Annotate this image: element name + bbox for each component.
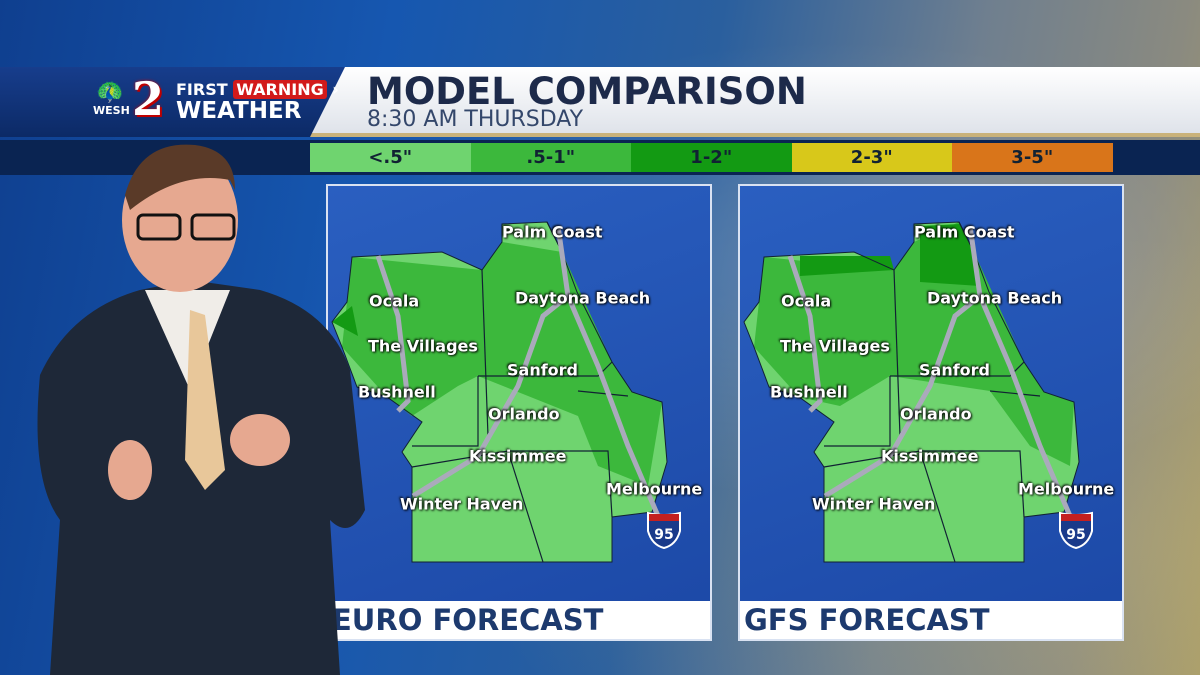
logo-station: WESH — [93, 104, 130, 117]
rainfall-map — [331, 221, 668, 563]
city-label: Palm Coast — [914, 222, 1015, 242]
shield-number: 95 — [1066, 527, 1085, 543]
shield-number: 95 — [654, 527, 673, 543]
city-label: Bushnell — [358, 382, 436, 402]
city-label: The Villages — [368, 336, 478, 356]
logo-channel: 2 — [132, 72, 165, 126]
city-label: Daytona Beach — [927, 288, 1063, 308]
county-border — [411, 450, 544, 563]
interstate-shield-icon: 95 — [1058, 511, 1094, 549]
logo-warning: WARNING — [233, 80, 327, 99]
city-label: Winter Haven — [400, 494, 524, 514]
city-label: Orlando — [900, 404, 972, 424]
title-banner — [310, 67, 1200, 137]
county-border — [508, 450, 613, 518]
county-border — [481, 269, 489, 437]
presenter — [37, 144, 365, 675]
city-label: Sanford — [507, 360, 579, 380]
logo-first-warning: FIRST WARNING › — [176, 80, 339, 99]
interstate-4 — [823, 294, 982, 499]
legend-item: 1-2" — [631, 143, 792, 172]
county-border — [478, 361, 613, 377]
interstate-95 — [555, 225, 661, 517]
county-border — [577, 390, 629, 397]
city-label: Orlando — [488, 404, 560, 424]
city-label: Sanford — [919, 360, 991, 380]
gfs-map-panel: Palm Coast Ocala Daytona Beach The Villages… — [738, 184, 1124, 641]
city-label: Kissimmee — [881, 446, 979, 466]
legend-item: <.5" — [310, 143, 471, 172]
city-label: Melbourne — [1018, 479, 1115, 499]
county-border — [989, 390, 1041, 397]
city-label: Ocala — [369, 291, 420, 311]
county-border — [824, 376, 891, 447]
legend-item: .5-1" — [470, 143, 631, 172]
city-label: Ocala — [781, 291, 832, 311]
city-label: The Villages — [780, 336, 890, 356]
city-label: Bushnell — [770, 382, 848, 402]
legend-item: 3-5" — [952, 143, 1113, 172]
city-label: Melbourne — [606, 479, 703, 499]
peacock-icon: 🦚 — [96, 80, 124, 105]
city-label: Kissimmee — [469, 446, 567, 466]
interstate-shield-icon: 95 — [646, 511, 682, 549]
station-logo-area — [0, 67, 345, 137]
page-title: MODEL COMPARISON — [367, 70, 807, 113]
forecast-time: 8:30 AM THURSDAY — [367, 107, 584, 132]
county-border — [412, 376, 479, 447]
legend-item: 2-3" — [791, 143, 952, 172]
county-border — [890, 361, 1025, 377]
map-title: EURO FORECAST — [328, 601, 710, 639]
city-label: Daytona Beach — [515, 288, 651, 308]
logo-weather: WEATHER — [176, 98, 302, 124]
interstate-75 — [787, 255, 823, 413]
city-label: Winter Haven — [812, 494, 936, 514]
city-label: Palm Coast — [502, 222, 603, 242]
rainfall-legend: <.5" .5-1" 1-2" 2-3" 3-5" — [310, 143, 1113, 172]
rainfall-map — [743, 221, 1080, 563]
interstate-4 — [411, 294, 570, 499]
euro-map-panel: Palm Coast Ocala Daytona Beach The Villages… — [326, 184, 712, 641]
county-border — [823, 450, 956, 563]
logo-first: FIRST — [176, 80, 228, 99]
interstate-95 — [967, 225, 1073, 517]
map-title: GFS FORECAST — [740, 601, 1122, 639]
county-border — [920, 450, 1025, 518]
interstate-75 — [375, 255, 411, 413]
county-border — [893, 269, 901, 437]
